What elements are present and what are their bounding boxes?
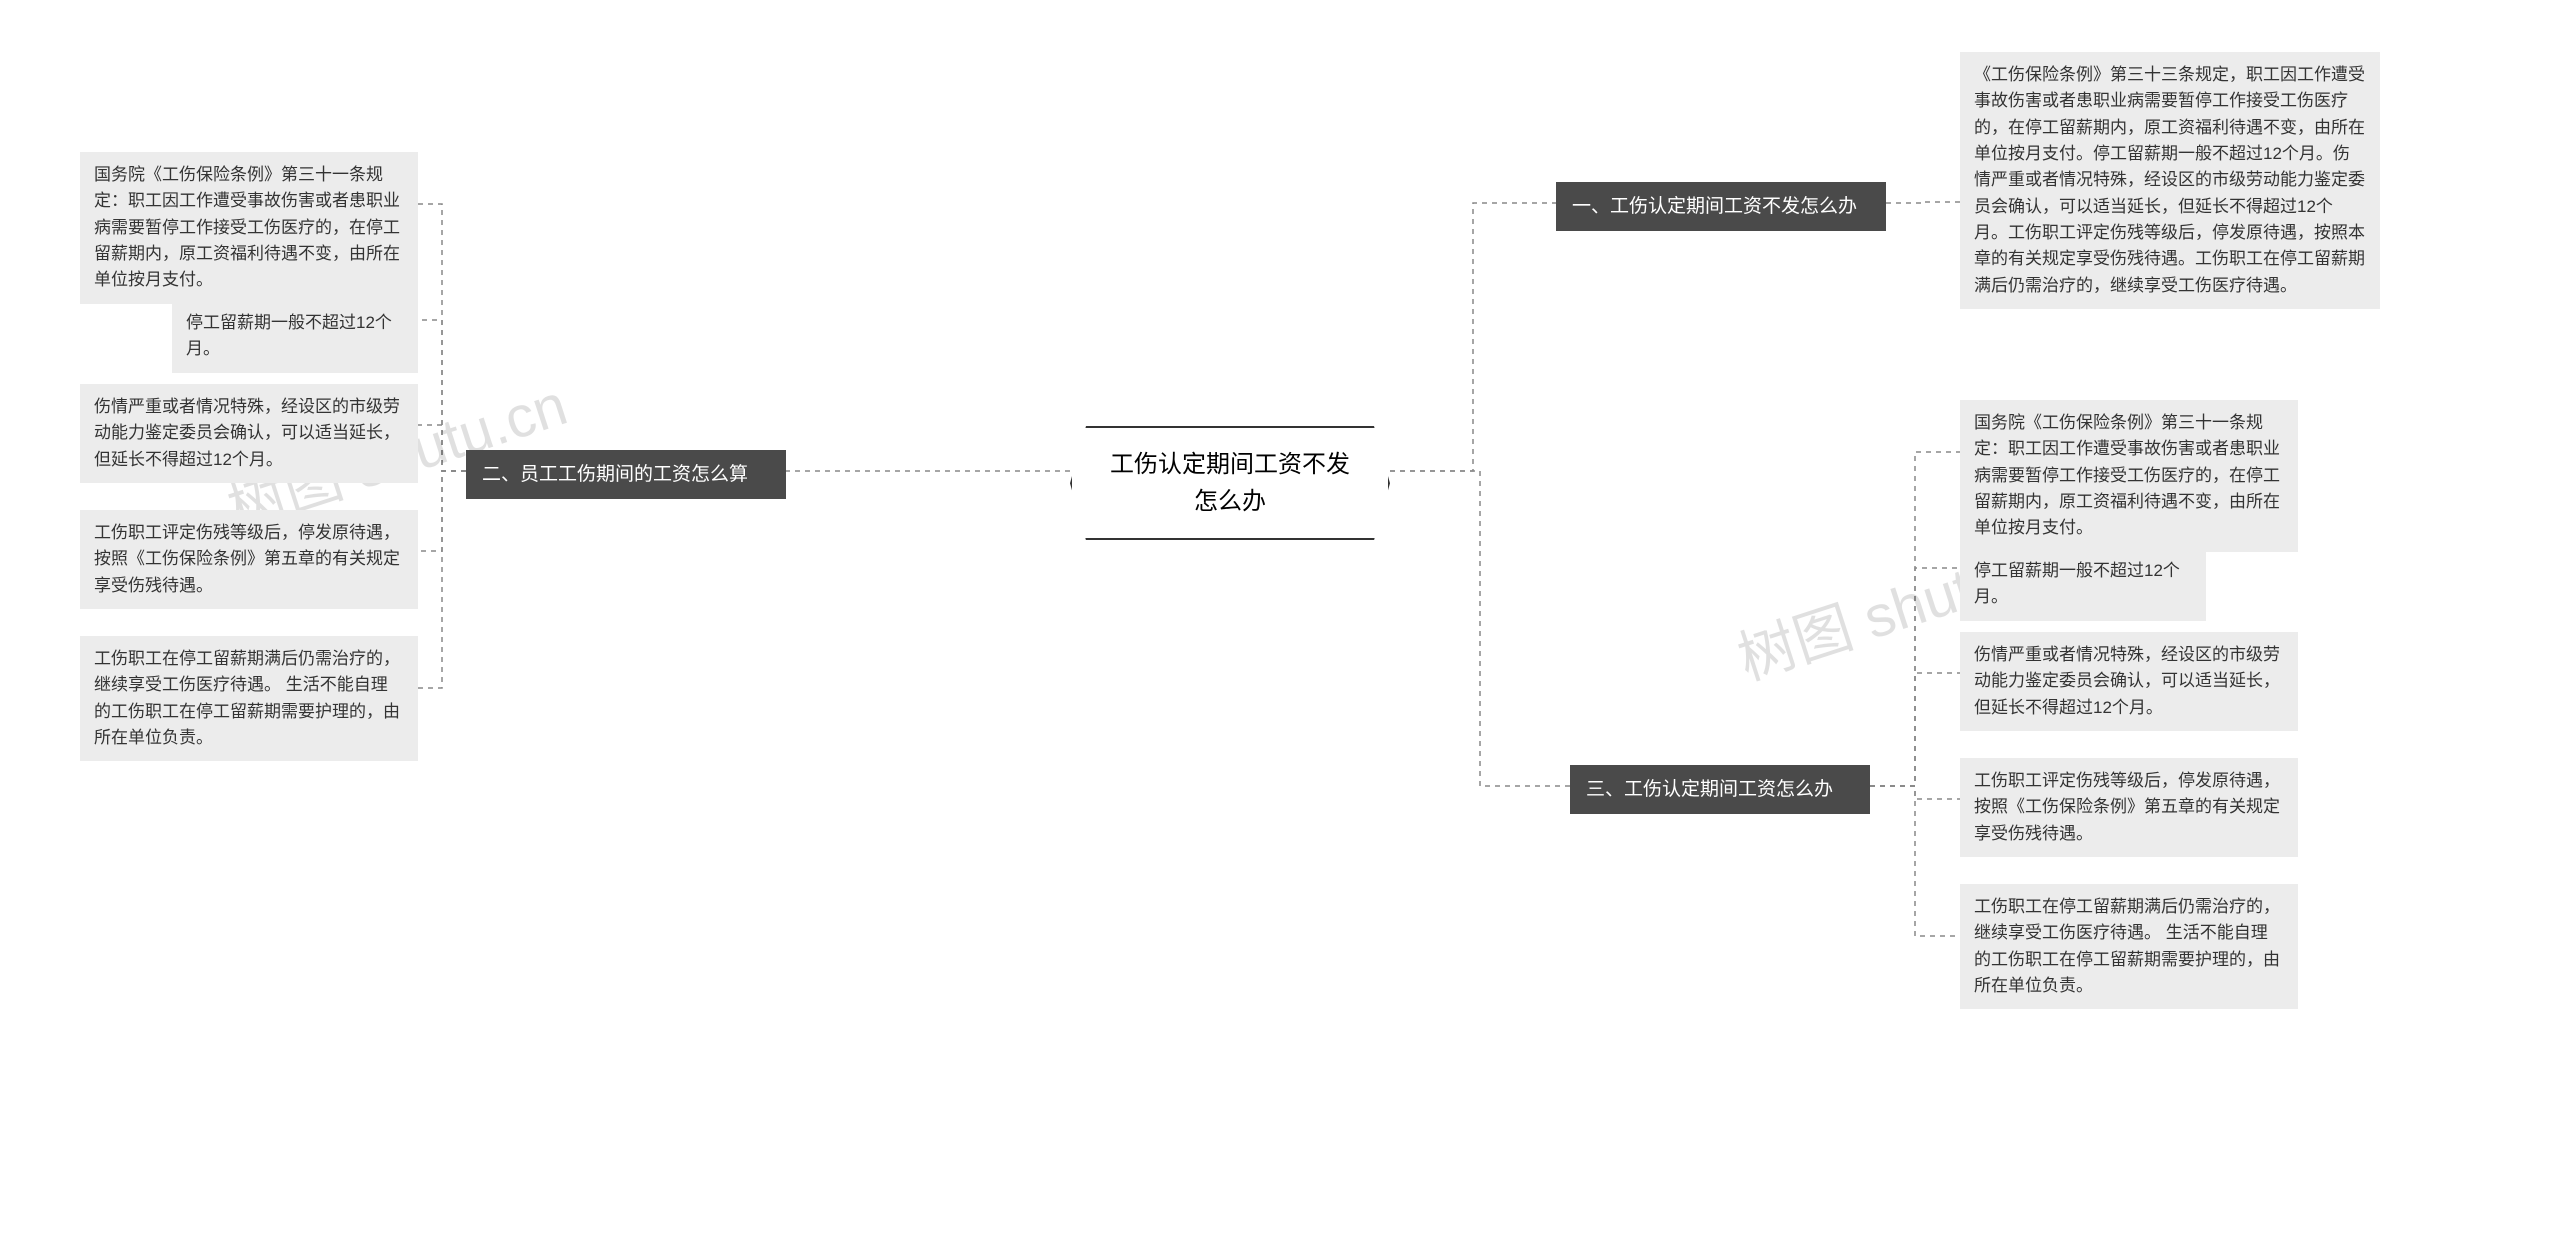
- mindmap-leaf: 工伤职工评定伤残等级后，停发原待遇，按照《工伤保险条例》第五章的有关规定享受伤残…: [1960, 758, 2298, 857]
- mindmap-leaf: 工伤职工在停工留薪期满后仍需治疗的，继续享受工伤医疗待遇。 生活不能自理的工伤职…: [1960, 884, 2298, 1009]
- mindmap-leaf: 工伤职工在停工留薪期满后仍需治疗的，继续享受工伤医疗待遇。 生活不能自理的工伤职…: [80, 636, 418, 761]
- mindmap-root: 工伤认定期间工资不发怎么办: [1070, 426, 1390, 540]
- mindmap-leaf: 国务院《工伤保险条例》第三十一条规定：职工因工作遭受事故伤害或者患职业病需要暂停…: [1960, 400, 2298, 552]
- mindmap-leaf: 停工留薪期一般不超过12个月。: [172, 300, 418, 373]
- mindmap-branch: 二、员工工伤期间的工资怎么算: [466, 450, 786, 499]
- mindmap-branch: 一、工伤认定期间工资不发怎么办: [1556, 182, 1886, 231]
- mindmap-leaf: 停工留薪期一般不超过12个月。: [1960, 548, 2206, 621]
- mindmap-leaf: 伤情严重或者情况特殊，经设区的市级劳动能力鉴定委员会确认，可以适当延长，但延长不…: [1960, 632, 2298, 731]
- mindmap-leaf: 伤情严重或者情况特殊，经设区的市级劳动能力鉴定委员会确认，可以适当延长，但延长不…: [80, 384, 418, 483]
- mindmap-leaf: 国务院《工伤保险条例》第三十一条规定：职工因工作遭受事故伤害或者患职业病需要暂停…: [80, 152, 418, 304]
- mindmap-leaf: 《工伤保险条例》第三十三条规定，职工因工作遭受事故伤害或者患职业病需要暂停工作接…: [1960, 52, 2380, 309]
- mindmap-branch: 三、工伤认定期间工资怎么办: [1570, 765, 1870, 814]
- mindmap-leaf: 工伤职工评定伤残等级后，停发原待遇，按照《工伤保险条例》第五章的有关规定享受伤残…: [80, 510, 418, 609]
